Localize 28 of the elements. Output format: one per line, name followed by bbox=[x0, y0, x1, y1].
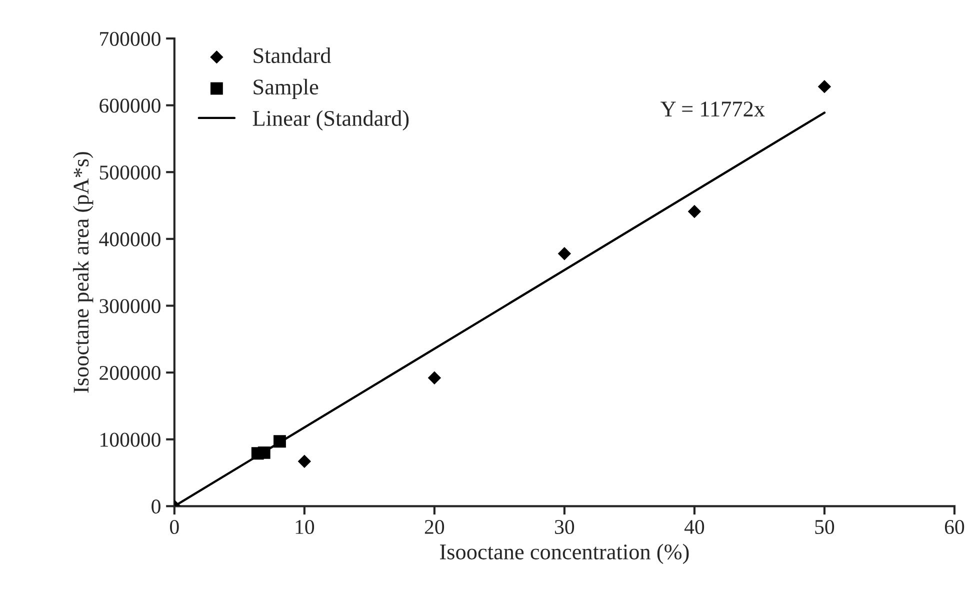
y-tick-label: 600000 bbox=[100, 98, 160, 113]
x-tick-label: 50 bbox=[815, 520, 834, 534]
x-axis-title: Isooctane concentration (%) bbox=[440, 544, 689, 564]
y-tick-label: 300000 bbox=[100, 299, 160, 314]
point bbox=[298, 454, 312, 468]
y-tick-label: 200000 bbox=[100, 366, 160, 380]
legend-label: Standard bbox=[254, 48, 331, 64]
y-tick-label: 400000 bbox=[99, 232, 160, 246]
point bbox=[428, 371, 442, 384]
point bbox=[558, 247, 572, 260]
point bbox=[274, 435, 286, 448]
y-tick-label: 500000 bbox=[100, 165, 160, 180]
legend-label: Linear (Standard) bbox=[252, 110, 409, 130]
point bbox=[818, 80, 832, 94]
x-tick-label: 0 bbox=[170, 520, 179, 534]
x-tick-label: 20 bbox=[424, 520, 444, 534]
y-tick-label: 100000 bbox=[100, 432, 160, 447]
x-tick-label: 40 bbox=[684, 520, 704, 534]
x-tick-label: 60 bbox=[944, 520, 964, 534]
x-tick-label: 10 bbox=[296, 520, 314, 534]
y-tick-label: 0 bbox=[152, 500, 160, 514]
legend-label: Sample bbox=[254, 78, 318, 100]
annotation: Y = 11772x bbox=[660, 102, 765, 116]
y-axis-title: Isooctane peak area (pA*s) bbox=[73, 152, 94, 393]
point bbox=[688, 204, 702, 218]
y-tick-label: 700000 bbox=[100, 32, 160, 46]
x-tick-label: 30 bbox=[555, 520, 574, 534]
point bbox=[258, 446, 270, 459]
